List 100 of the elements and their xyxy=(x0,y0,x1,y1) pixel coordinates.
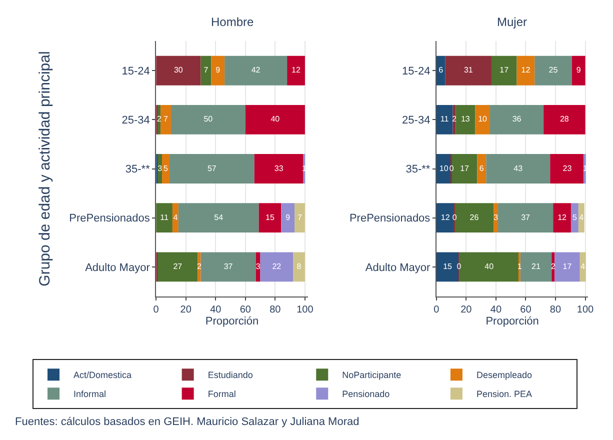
chart-title: Mujer xyxy=(497,15,528,29)
data-label: 36 xyxy=(512,114,522,124)
y-tick-label: 15-24 xyxy=(402,65,430,78)
data-label: 11 xyxy=(160,212,169,222)
y-tick-label: Adulto Mayor xyxy=(85,262,150,274)
data-label: 2 xyxy=(452,114,458,124)
data-label: 8 xyxy=(296,262,302,271)
bar xyxy=(293,252,305,282)
data-label: 5 xyxy=(164,164,169,173)
data-label: 5 xyxy=(572,212,578,222)
data-label: 12 xyxy=(521,66,531,75)
data-label: 3 xyxy=(256,262,261,271)
data-label: 10 xyxy=(478,114,488,124)
bar xyxy=(553,203,571,233)
bar xyxy=(281,203,295,233)
data-label: 26 xyxy=(470,212,480,222)
y-tick-label: 35-** xyxy=(406,164,431,176)
bar xyxy=(534,56,572,86)
data-label: 42 xyxy=(251,66,261,75)
bar xyxy=(436,203,454,233)
bar xyxy=(260,252,294,282)
bar xyxy=(172,203,178,233)
legend-label: Act/Domestica xyxy=(74,370,132,380)
bar xyxy=(554,252,580,282)
legend-label: Pension. PEA xyxy=(476,389,532,400)
data-label: 37 xyxy=(224,262,234,271)
x-tick-label: 100 xyxy=(576,304,594,316)
bar xyxy=(456,104,476,134)
source-note: Fuentes: cálculos basados en GEIH. Mauricio Salazar y Juliana Morad xyxy=(15,416,360,428)
bar xyxy=(436,56,446,86)
bar xyxy=(445,56,492,86)
data-label: 0 xyxy=(452,212,458,222)
bar xyxy=(245,104,305,134)
bar xyxy=(475,104,490,134)
y-tick-label: 25-34 xyxy=(402,114,430,127)
data-label: 40 xyxy=(484,262,494,271)
bar xyxy=(170,104,246,134)
bar xyxy=(160,104,171,134)
data-label: 9 xyxy=(576,66,582,75)
x-axis-title: Proporción xyxy=(486,316,539,328)
data-label: 6 xyxy=(438,66,444,75)
x-tick-label: 100 xyxy=(296,304,314,316)
y-tick-label: PrePensionados xyxy=(69,212,150,225)
x-tick-label: 60 xyxy=(240,304,252,316)
data-label: 4 xyxy=(580,262,586,271)
data-label: 30 xyxy=(174,66,184,75)
legend-label: Desempleado xyxy=(476,370,532,380)
data-label: 31 xyxy=(464,66,474,75)
bar xyxy=(454,203,494,233)
bar xyxy=(294,203,305,233)
bar xyxy=(516,56,535,86)
data-label: 12 xyxy=(440,212,450,222)
bar xyxy=(550,154,584,184)
x-tick-label: 60 xyxy=(520,304,532,316)
bar xyxy=(258,203,282,233)
data-label: 37 xyxy=(521,212,531,222)
data-label: 57 xyxy=(207,164,217,173)
y-tick-label: 15-24 xyxy=(122,65,150,78)
x-tick-label: 20 xyxy=(460,304,472,316)
data-label: 9 xyxy=(286,212,291,222)
legend-label: Informal xyxy=(74,389,106,400)
data-label: 15 xyxy=(443,262,453,271)
data-label: 10 xyxy=(439,164,449,173)
bar xyxy=(169,154,254,184)
data-label: 50 xyxy=(204,114,214,124)
data-label: 25 xyxy=(548,66,558,75)
y-tick-label: Adulto Mayor xyxy=(365,262,431,274)
x-tick-label: 80 xyxy=(270,304,282,316)
y-tick-label: 35-** xyxy=(125,164,151,176)
x-tick-label: 40 xyxy=(210,304,222,316)
bar xyxy=(200,56,212,86)
data-label: 7 xyxy=(204,66,209,75)
data-label: 43 xyxy=(514,164,524,173)
bar xyxy=(452,154,478,184)
bar xyxy=(486,154,550,184)
bar xyxy=(156,203,172,233)
data-label: 0 xyxy=(456,262,462,271)
bar xyxy=(200,252,256,282)
bar xyxy=(158,252,198,282)
data-label: 22 xyxy=(272,262,282,271)
data-label: 28 xyxy=(560,114,570,124)
data-label: 4 xyxy=(173,212,178,222)
bar xyxy=(491,56,517,86)
data-label: 40 xyxy=(270,114,280,124)
x-axis-title: Proporción xyxy=(205,316,259,328)
data-label: 1 xyxy=(517,262,522,271)
legend-label: NoParticipante xyxy=(342,370,402,380)
bar xyxy=(498,203,554,233)
x-tick-label: 40 xyxy=(490,304,502,316)
chart-title: Hombre xyxy=(211,15,254,29)
bar xyxy=(544,104,586,134)
bar xyxy=(211,56,225,86)
bar xyxy=(287,56,305,86)
data-label: 3 xyxy=(158,164,163,173)
data-label: 33 xyxy=(274,164,284,173)
legend-label: Formal xyxy=(208,389,236,400)
legend-label: Pensionado xyxy=(342,389,390,400)
bar xyxy=(436,104,453,134)
legend-label: Estudiando xyxy=(208,370,253,380)
data-label: 6 xyxy=(479,164,484,173)
